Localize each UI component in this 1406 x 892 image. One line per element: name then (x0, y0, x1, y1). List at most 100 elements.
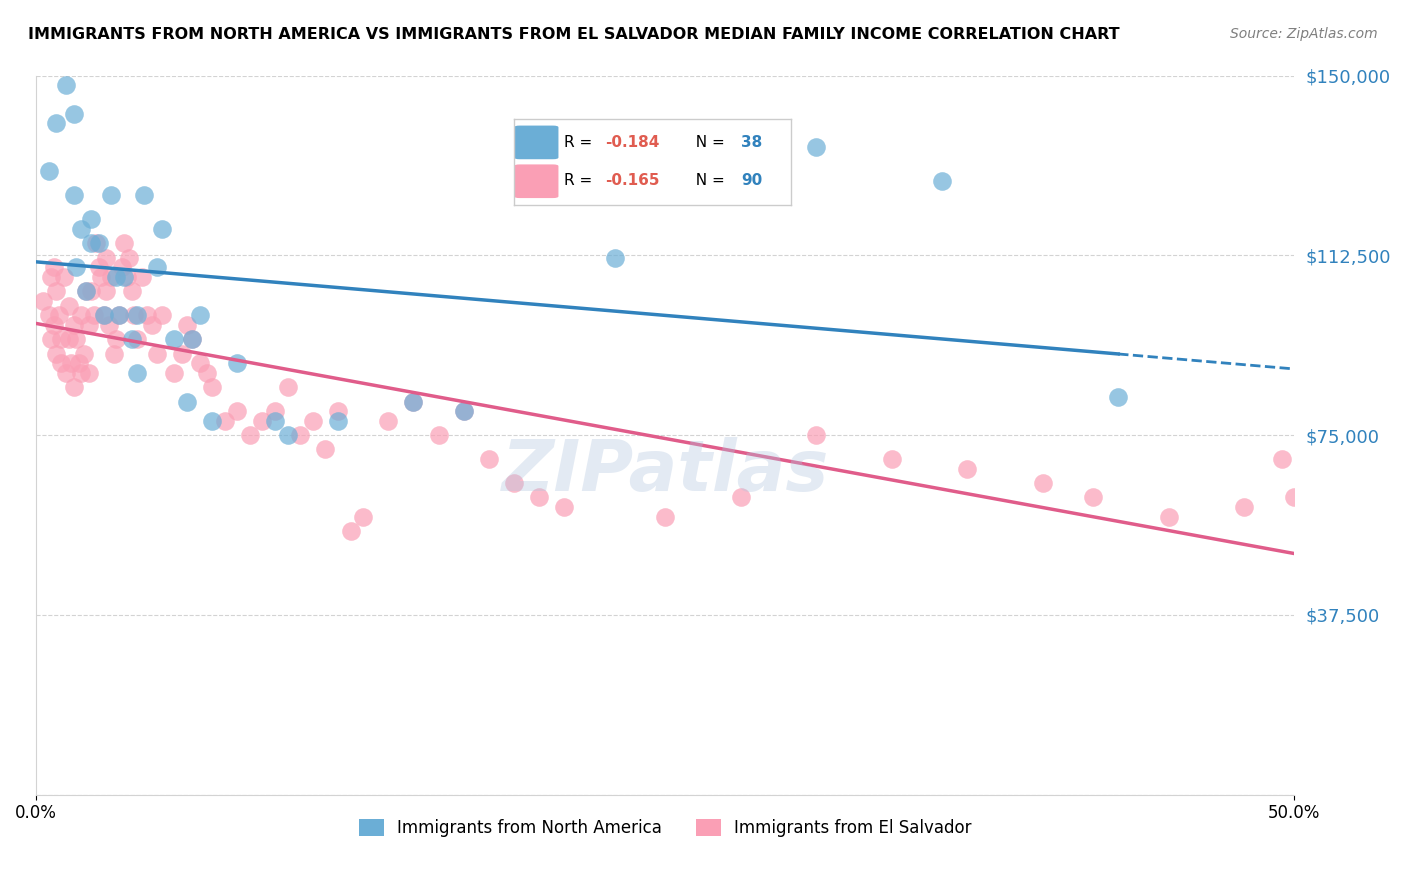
Point (453, 404, 475, 418)
Point (121, 285, 143, 299)
Point (100, 188, 122, 202)
Point (125, 366, 148, 380)
Point (80, 285, 103, 299)
Point (252, 414, 274, 428)
Point (105, 269, 128, 284)
Point (195, 366, 218, 380)
Point (301, 414, 323, 428)
Point (70, 308, 93, 322)
Point (45, 116, 67, 130)
Point (427, 428, 450, 442)
Point (188, 308, 211, 322)
Point (1032, 476, 1054, 491)
Point (188, 356, 211, 370)
Point (32, 293, 55, 308)
Point (1081, 491, 1104, 505)
Point (112, 236, 135, 251)
Point (70, 222, 93, 236)
Point (201, 380, 224, 394)
Point (880, 452, 903, 467)
Point (1271, 452, 1294, 467)
Point (131, 269, 153, 284)
Point (77, 318, 100, 332)
Point (226, 356, 249, 370)
Point (96, 285, 118, 299)
Point (135, 308, 157, 322)
Point (62, 188, 84, 202)
Point (100, 269, 122, 284)
Point (93, 308, 115, 322)
Point (290, 428, 312, 442)
Point (314, 442, 336, 457)
Point (93, 308, 115, 322)
Point (38, 308, 60, 322)
Point (90, 269, 112, 284)
Point (239, 428, 262, 442)
Point (214, 414, 236, 428)
Point (105, 332, 128, 346)
Point (49, 356, 72, 370)
Point (264, 414, 287, 428)
Point (108, 308, 131, 322)
Point (103, 346, 125, 360)
Point (150, 222, 173, 236)
Point (52, 269, 75, 284)
Point (1107, 390, 1129, 404)
Point (402, 394, 425, 409)
Point (48, 308, 70, 322)
Point (277, 380, 299, 394)
Point (77, 366, 100, 380)
Text: IMMIGRANTS FROM NORTH AMERICA VS IMMIGRANTS FROM EL SALVADOR MEDIAN FAMILY INCOM: IMMIGRANTS FROM NORTH AMERICA VS IMMIGRA… (28, 27, 1119, 42)
Point (49, 332, 72, 346)
Point (42, 260, 65, 275)
Point (181, 332, 204, 346)
Legend: Immigrants from North America, Immigrants from El Salvador: Immigrants from North America, Immigrant… (353, 813, 979, 844)
Point (96, 251, 118, 265)
Point (83, 308, 105, 322)
Point (352, 509, 374, 524)
Point (80, 236, 103, 251)
Point (931, 174, 953, 188)
Point (122, 308, 145, 322)
Point (70, 366, 93, 380)
Point (181, 332, 204, 346)
Point (65, 260, 87, 275)
Point (118, 251, 141, 265)
Point (125, 332, 148, 346)
Point (62, 107, 84, 121)
Point (45, 346, 67, 360)
Point (226, 404, 249, 418)
Point (553, 500, 575, 514)
Point (42, 318, 65, 332)
Point (110, 260, 132, 275)
Point (1284, 491, 1306, 505)
Point (145, 260, 167, 275)
Point (60, 356, 83, 370)
Point (62, 380, 84, 394)
Point (112, 269, 135, 284)
Point (163, 332, 186, 346)
Point (730, 491, 752, 505)
Point (264, 404, 287, 418)
Text: ZIPatlas: ZIPatlas (502, 436, 830, 506)
Point (58, 332, 80, 346)
Point (38, 164, 60, 178)
Point (39, 269, 62, 284)
Point (654, 509, 676, 524)
Point (176, 394, 198, 409)
Point (326, 414, 349, 428)
Text: Source: ZipAtlas.com: Source: ZipAtlas.com (1230, 27, 1378, 41)
Point (141, 318, 163, 332)
Point (277, 428, 299, 442)
Point (121, 332, 143, 346)
Point (603, 251, 626, 265)
Point (87, 260, 110, 275)
Point (163, 366, 186, 380)
Point (478, 452, 501, 467)
Point (150, 308, 173, 322)
Point (804, 428, 827, 442)
Point (170, 346, 193, 360)
Point (86, 236, 108, 251)
Point (1296, 509, 1319, 524)
Point (201, 414, 224, 428)
